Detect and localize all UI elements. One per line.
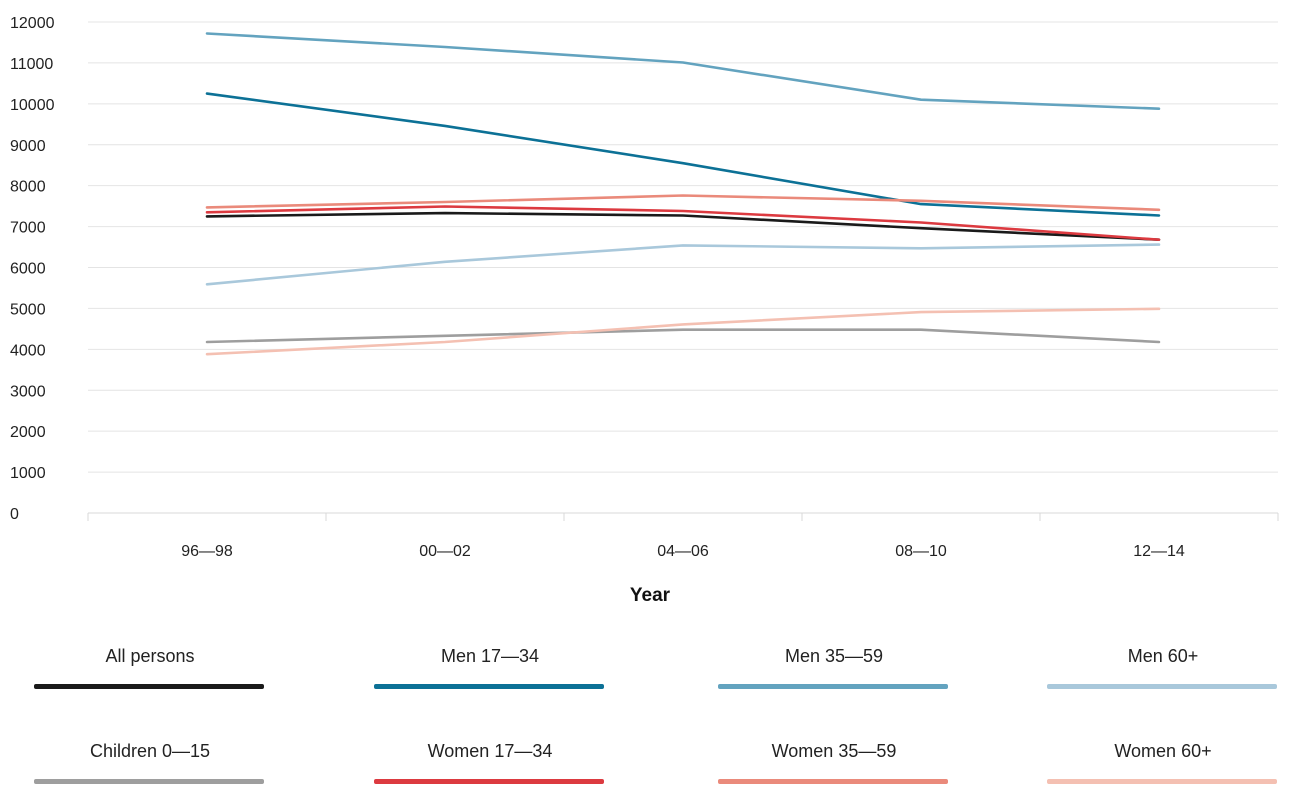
y-tick-label: 7000 [10, 220, 46, 237]
legend-item: Children 0—15 [34, 741, 266, 801]
y-tick-label: 5000 [10, 301, 46, 318]
legend-swatch [1047, 779, 1277, 784]
legend-item: Women 17—34 [374, 741, 606, 801]
legend-swatch [718, 684, 948, 689]
legend-item: Women 60+ [1047, 741, 1279, 801]
legend-item: All persons [34, 646, 266, 706]
x-tick-labels: 96—98 00—02 04—06 08—10 12—14 [181, 543, 1185, 560]
y-tick-label: 9000 [10, 138, 46, 155]
legend-label: Women 35—59 [771, 741, 897, 761]
y-tick-label: 1000 [10, 465, 46, 482]
x-tick-label: 04—06 [657, 543, 709, 560]
series-line-women-35-59 [205, 194, 1161, 212]
legend-swatch [718, 779, 948, 784]
legend-swatch [34, 684, 264, 689]
legend-label: All persons [105, 646, 195, 666]
y-tick-label: 12000 [10, 15, 55, 32]
x-tick-label: 00—02 [419, 543, 471, 560]
series-line-men-60 [205, 243, 1161, 286]
x-tick-label: 08—10 [895, 543, 947, 560]
legend-swatch [374, 684, 604, 689]
series-line-men-35-59 [205, 32, 1161, 110]
y-tick-label: 0 [10, 506, 19, 523]
y-tick-label: 11000 [10, 56, 53, 73]
series-line-children-0-15 [205, 328, 1161, 344]
legend-label: Men 35—59 [784, 646, 884, 666]
y-tick-label: 10000 [10, 97, 55, 114]
gridlines [88, 21, 1278, 473]
x-tick-label: 96—98 [181, 543, 233, 560]
legend-swatch [34, 779, 264, 784]
series-lines [205, 32, 1161, 356]
legend-label: Women 60+ [1114, 741, 1212, 761]
series-line-women-17-34 [205, 205, 1161, 241]
x-axis-title: Year [630, 585, 671, 606]
legend-item: Men 35—59 [718, 646, 950, 706]
y-axis: 0 1000 2000 3000 4000 5000 6000 7000 8000 9000 100… [10, 15, 55, 523]
y-tick-label: 4000 [10, 342, 46, 359]
legend-item: Men 60+ [1047, 646, 1279, 706]
x-axis [87, 512, 1279, 521]
y-tick-label: 3000 [10, 383, 46, 400]
legend-label: Women 17—34 [427, 741, 553, 761]
y-tick-label: 2000 [10, 424, 46, 441]
series-line-men-17-34 [205, 92, 1161, 217]
legend-label: Men 17—34 [440, 646, 540, 666]
legend-item: Women 35—59 [718, 741, 950, 801]
y-tick-label: 6000 [10, 261, 46, 278]
legend-label: Children 0—15 [89, 741, 211, 761]
legend-label: Men 60+ [1127, 646, 1199, 666]
legend-swatch [374, 779, 604, 784]
legend-item: Men 17—34 [374, 646, 606, 706]
x-tick-label: 12—14 [1133, 543, 1185, 560]
y-tick-label: 8000 [10, 179, 46, 196]
series-line-women-60 [205, 307, 1161, 356]
legend-swatch [1047, 684, 1277, 689]
series-line-all-persons [205, 211, 1161, 241]
